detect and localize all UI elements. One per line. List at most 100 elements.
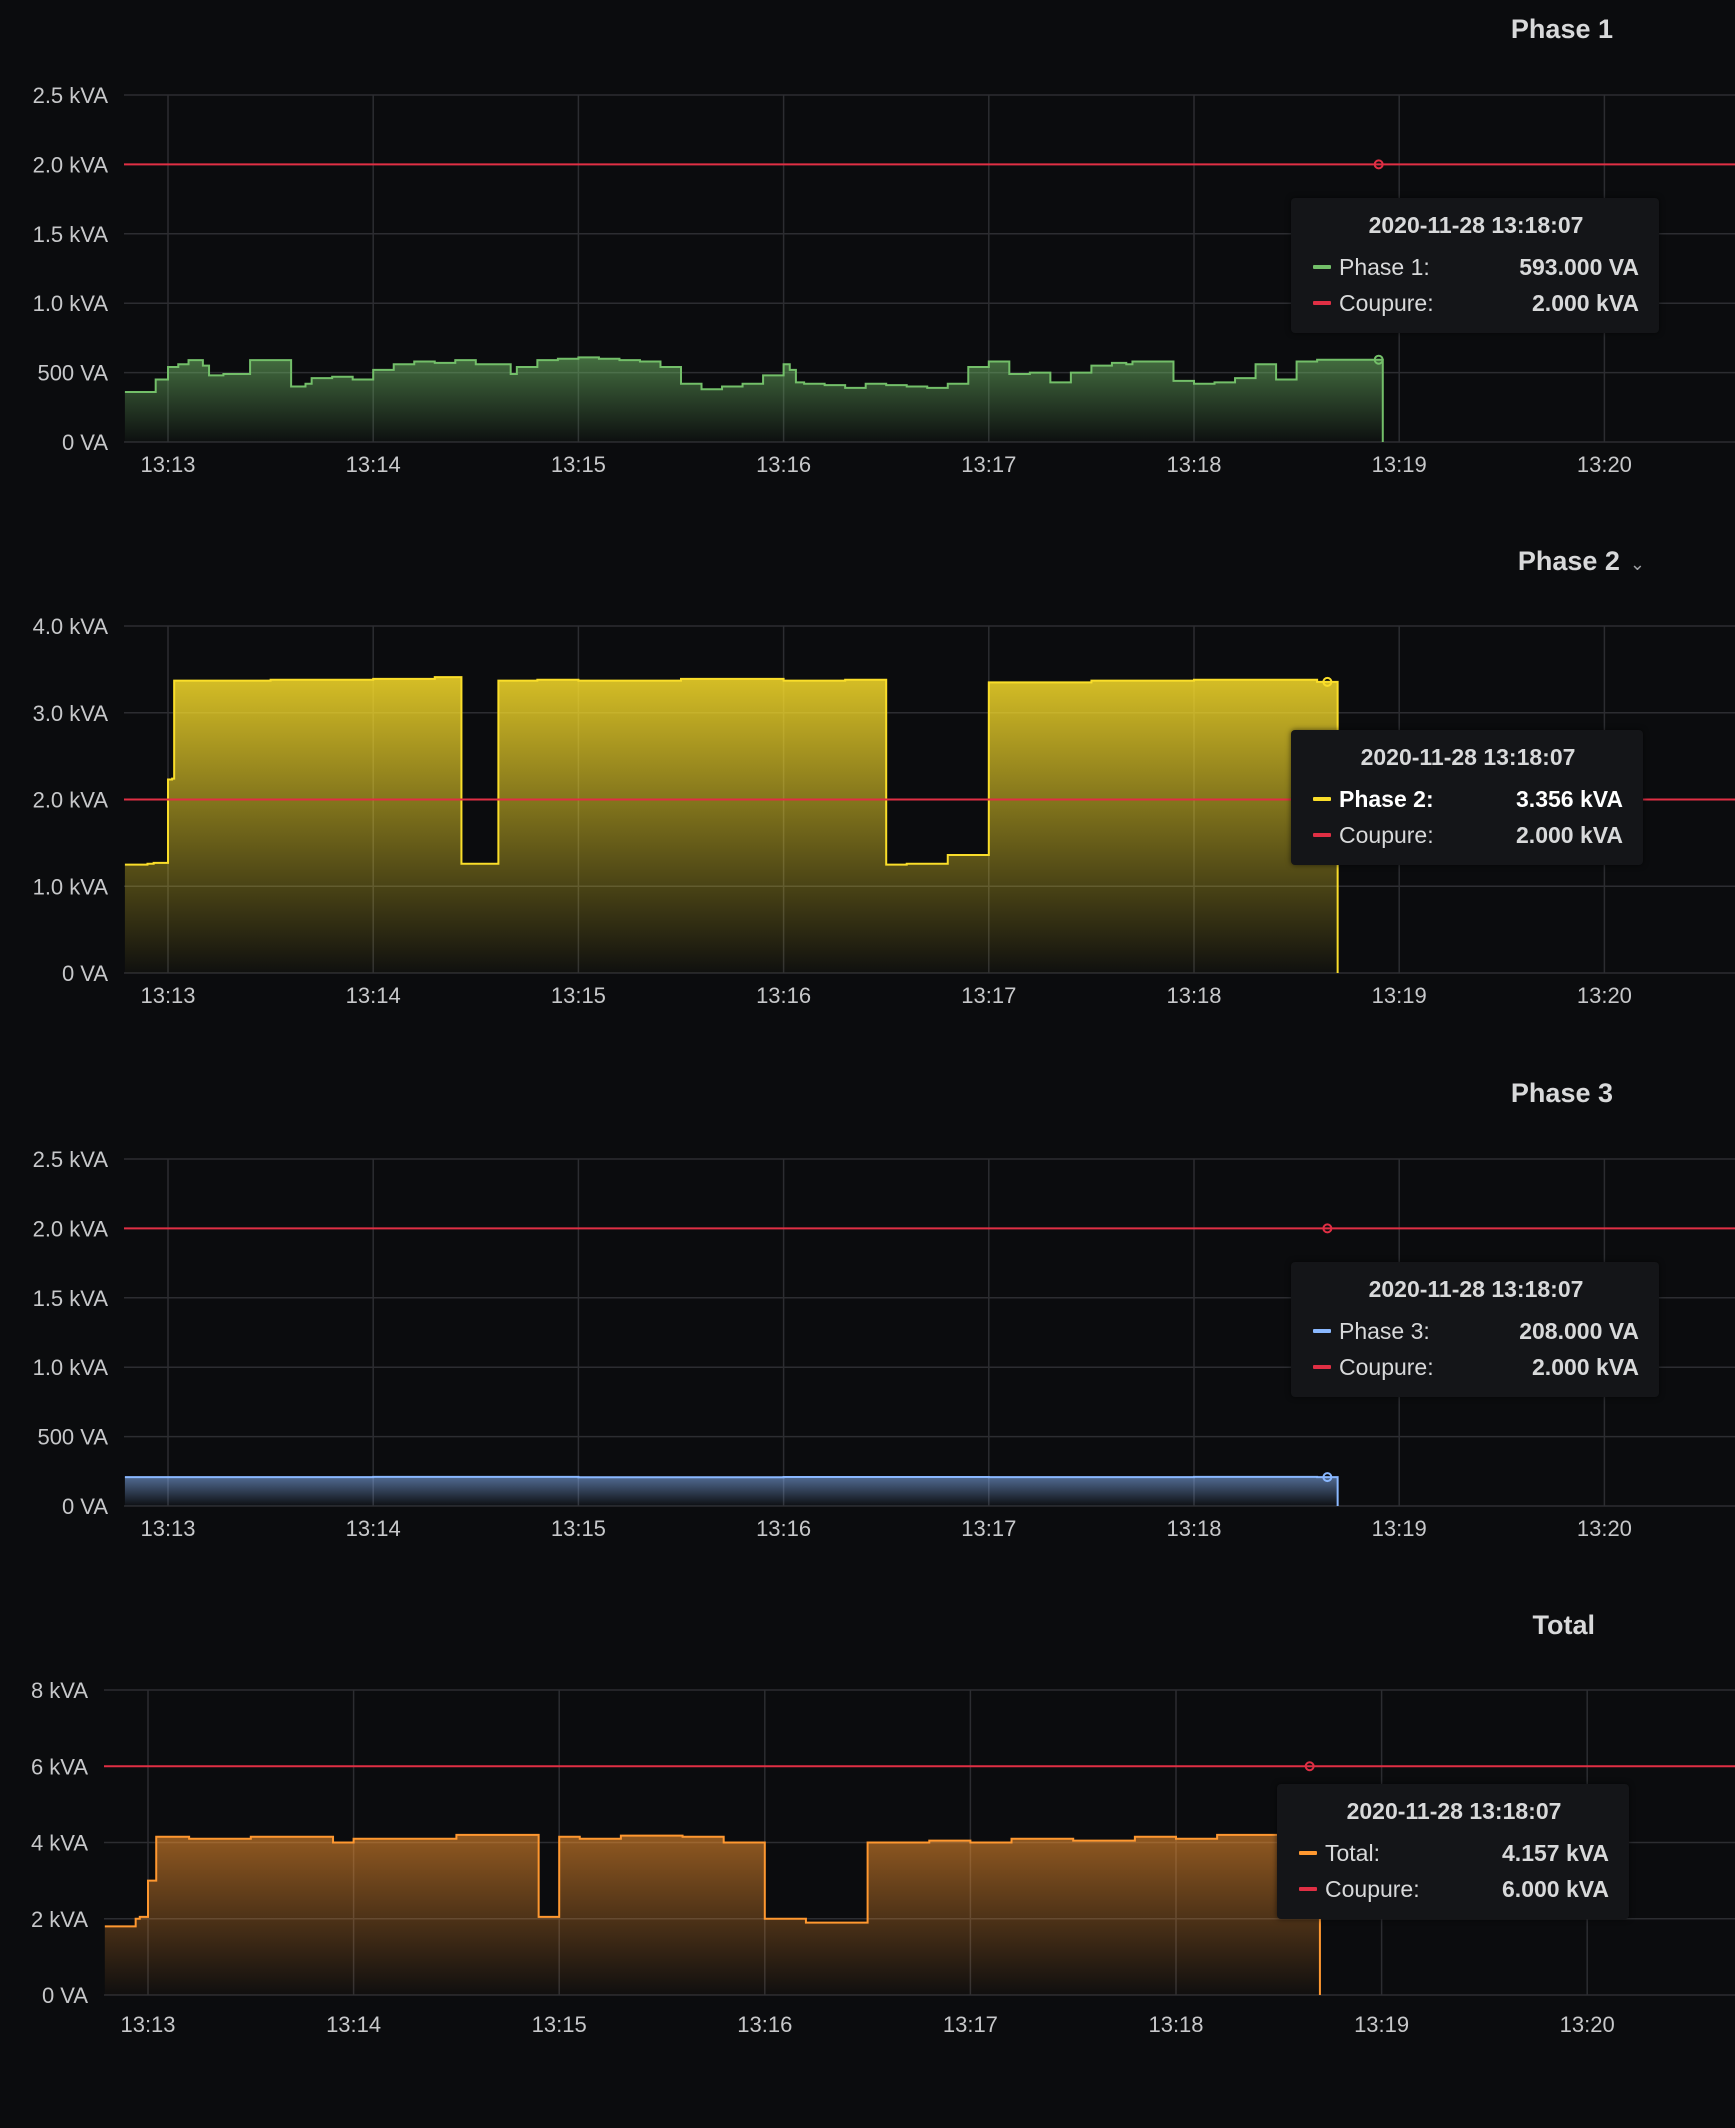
tooltip-series-value: 3.356 kVA	[1516, 785, 1623, 812]
tooltip-threshold-value: 2.000 kVA	[1532, 289, 1639, 316]
tooltip-row: Phase 1: 593.000 VA	[1313, 249, 1639, 285]
series-swatch	[1313, 1329, 1331, 1333]
hover-point	[1373, 354, 1384, 365]
tooltip-series-label: Phase 1:	[1339, 253, 1430, 280]
series-swatch	[1299, 1851, 1317, 1855]
series-line	[104, 1833, 1321, 1995]
series-area-fill	[124, 357, 1383, 442]
x-tick-label: 13:18	[1166, 1516, 1221, 1541]
x-tick-label: 13:14	[346, 1516, 401, 1541]
chevron-down-icon[interactable]: ⌄	[1629, 554, 1645, 574]
tooltip-series-label: Total:	[1325, 1839, 1380, 1866]
x-tick-label: 13:18	[1166, 452, 1221, 477]
tooltip-threshold-label: Coupure:	[1325, 1875, 1420, 1902]
tooltip-threshold-value: 6.000 kVA	[1502, 1875, 1609, 1902]
x-tick-label: 13:16	[737, 2012, 792, 2037]
series-line	[124, 676, 1339, 973]
chart-panel: 0 VA 1.0 kVA 2.0 kVA 3.0 kVA 4.0 kVA 13:13 13:…	[0, 532, 1735, 1064]
panel-title[interactable]: Total	[1533, 1610, 1596, 1641]
y-tick-label: 0 VA	[62, 430, 108, 455]
hover-tooltip: 2020-11-28 13:18:07 Phase 3: 208.000 VA …	[1291, 1262, 1659, 1397]
plot-area[interactable]: 0 VA 500 VA 1.0 kVA 1.5 kVA 2.0 kVA 2.5 kVA 13…	[0, 0, 1735, 532]
chart-panel: 0 VA 2 kVA 4 kVA 6 kVA 8 kVA 13:13 13:14 13:15 1…	[0, 1596, 1735, 2128]
panel-title[interactable]: Phase 3	[1511, 1078, 1613, 1109]
y-tick-label: 1.0 kVA	[33, 291, 109, 316]
x-tick-label: 13:15	[551, 452, 606, 477]
tooltip-threshold-label: Coupure:	[1339, 1353, 1434, 1380]
threshold-swatch	[1299, 1887, 1317, 1891]
x-tick-label: 13:18	[1166, 983, 1221, 1008]
x-tick-label: 13:20	[1560, 2012, 1615, 2037]
tooltip-timestamp: 2020-11-28 13:18:07	[1368, 212, 1584, 238]
chart-panel: 0 VA 500 VA 1.0 kVA 1.5 kVA 2.0 kVA 2.5 kVA 13…	[0, 0, 1735, 532]
y-tick-label: 2.5 kVA	[33, 83, 109, 108]
x-tick-label: 13:20	[1577, 983, 1632, 1008]
hover-point	[1322, 676, 1333, 687]
y-tick-label: 0 VA	[42, 1983, 88, 2008]
plot-area[interactable]: 0 VA 1.0 kVA 2.0 kVA 3.0 kVA 4.0 kVA 13:13 13:…	[0, 532, 1735, 1064]
tooltip-threshold-label: Coupure:	[1339, 821, 1434, 848]
x-tick-label: 13:15	[532, 2012, 587, 2037]
tooltip-timestamp: 2020-11-28 13:18:07	[1360, 744, 1576, 770]
series-line	[124, 356, 1384, 442]
tooltip-row: Phase 3: 208.000 VA	[1313, 1313, 1639, 1349]
y-tick-label: 1.0 kVA	[33, 1355, 109, 1380]
panel-title-text: Total	[1532, 1610, 1596, 1640]
tooltip-series-value: 593.000 VA	[1519, 253, 1639, 280]
y-tick-label: 4 kVA	[31, 1831, 88, 1856]
panel-title-text: Phase 3	[1510, 1078, 1613, 1108]
panel-title-text: Phase 2	[1517, 546, 1620, 576]
tooltip-series-label: Phase 2:	[1339, 785, 1434, 812]
tooltip-threshold-value: 2.000 kVA	[1532, 1353, 1639, 1380]
x-tick-label: 13:19	[1354, 2012, 1409, 2037]
y-tick-label: 6 kVA	[31, 1754, 88, 1779]
tooltip-row: Coupure: 2.000 kVA	[1313, 285, 1639, 321]
y-tick-label: 8 kVA	[31, 1678, 88, 1703]
y-tick-label: 2.0 kVA	[33, 1216, 109, 1241]
tooltip-row: Coupure: 6.000 kVA	[1299, 1871, 1609, 1907]
x-tick-label: 13:13	[140, 983, 195, 1008]
threshold-hover-point	[1304, 1761, 1315, 1772]
x-tick-label: 13:19	[1372, 452, 1427, 477]
y-tick-label: 0 VA	[62, 1494, 108, 1519]
x-tick-label: 13:17	[961, 983, 1016, 1008]
x-tick-label: 13:19	[1372, 983, 1427, 1008]
hover-tooltip: 2020-11-28 13:18:07 Total: 4.157 kVA Cou…	[1277, 1784, 1629, 1919]
threshold-swatch	[1313, 833, 1331, 837]
x-tick-label: 13:14	[346, 452, 401, 477]
hover-tooltip: 2020-11-28 13:18:07 Phase 1: 593.000 VA …	[1291, 198, 1659, 333]
x-tick-label: 13:16	[756, 983, 811, 1008]
threshold-hover-point	[1322, 1223, 1333, 1234]
y-tick-label: 1.0 kVA	[33, 874, 109, 899]
threshold-swatch	[1313, 1365, 1331, 1369]
tooltip-row: Phase 2: 3.356 kVA	[1313, 781, 1623, 817]
x-tick-label: 13:18	[1148, 2012, 1203, 2037]
y-tick-label: 2.5 kVA	[33, 1147, 109, 1172]
plot-area[interactable]: 0 VA 500 VA 1.0 kVA 1.5 kVA 2.0 kVA 2.5 kVA 13…	[0, 1064, 1735, 1596]
tooltip-series-value: 4.157 kVA	[1502, 1839, 1609, 1866]
x-tick-label: 13:17	[961, 1516, 1016, 1541]
x-tick-label: 13:15	[551, 1516, 606, 1541]
x-tick-label: 13:20	[1577, 1516, 1632, 1541]
panel-title-text: Phase 1	[1510, 14, 1613, 44]
y-tick-label: 2 kVA	[31, 1907, 88, 1932]
tooltip-threshold-value: 2.000 kVA	[1516, 821, 1623, 848]
x-tick-label: 13:13	[120, 2012, 175, 2037]
x-tick-label: 13:15	[551, 983, 606, 1008]
y-tick-label: 500 VA	[37, 361, 108, 386]
panel-title[interactable]: Phase 1	[1511, 14, 1613, 45]
panel-title[interactable]: Phase 2 ⌄	[1518, 546, 1645, 577]
tooltip-timestamp: 2020-11-28 13:18:07	[1346, 1798, 1562, 1824]
x-tick-label: 13:14	[326, 2012, 381, 2037]
series-swatch	[1313, 265, 1331, 269]
y-tick-label: 4.0 kVA	[33, 614, 109, 639]
y-tick-label: 0 VA	[62, 961, 108, 986]
x-tick-label: 13:13	[140, 1516, 195, 1541]
x-tick-label: 13:17	[961, 452, 1016, 477]
y-tick-label: 1.5 kVA	[33, 222, 109, 247]
tooltip-series-value: 208.000 VA	[1519, 1317, 1639, 1344]
x-tick-label: 13:20	[1577, 452, 1632, 477]
y-tick-label: 2.0 kVA	[33, 152, 109, 177]
tooltip-timestamp: 2020-11-28 13:18:07	[1368, 1276, 1584, 1302]
y-tick-label: 3.0 kVA	[33, 701, 109, 726]
